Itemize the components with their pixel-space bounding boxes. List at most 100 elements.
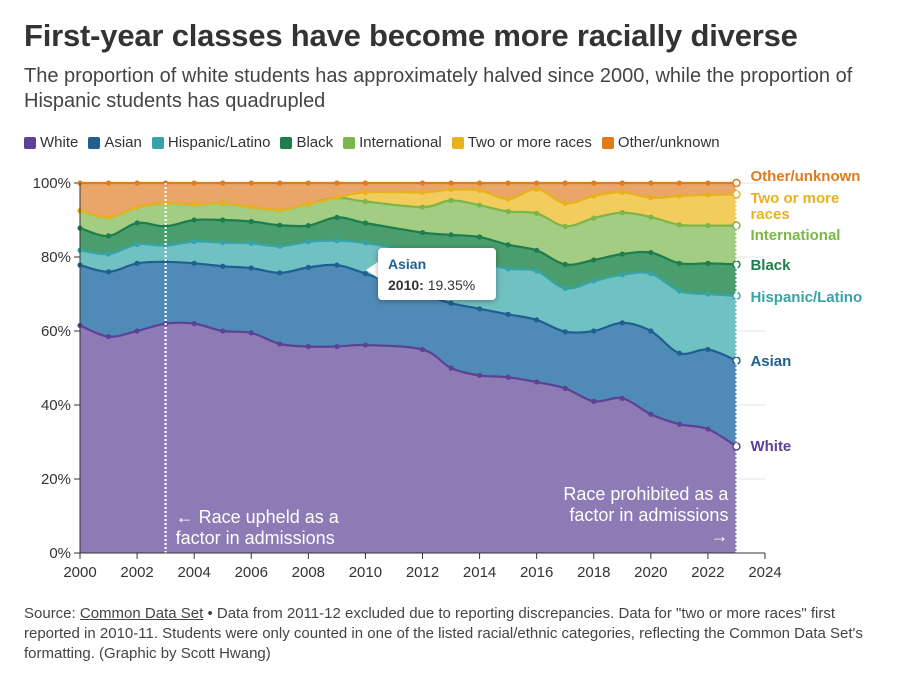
- legend-swatch: [88, 136, 101, 149]
- data-point: [362, 198, 369, 205]
- end-label: International: [750, 227, 840, 244]
- data-point: [591, 328, 597, 334]
- end-label-line: Black: [750, 257, 791, 274]
- data-point: [134, 220, 140, 226]
- data-point: [505, 208, 511, 215]
- data-point: [448, 365, 454, 371]
- chart-subtitle: The proportion of white students has app…: [24, 65, 853, 112]
- data-point: [676, 350, 682, 356]
- data-point: [534, 317, 540, 323]
- end-label: Hispanic/Latino: [750, 289, 862, 306]
- data-point: [105, 269, 112, 275]
- data-point: [476, 202, 483, 208]
- area-two-or-more-races: [80, 189, 737, 227]
- data-point: [191, 180, 197, 186]
- data-point: [476, 306, 483, 312]
- data-point: [591, 257, 597, 263]
- data-point: [648, 249, 654, 256]
- data-point: [562, 329, 568, 335]
- data-point: [562, 385, 568, 391]
- data-point: [619, 320, 625, 326]
- data-point: [191, 238, 197, 245]
- data-point: [220, 239, 226, 246]
- data-point: [534, 186, 540, 192]
- data-point: [362, 189, 369, 195]
- annotation-line: Race prohibited as a: [563, 484, 729, 504]
- stacked-area-chart[interactable]: 0% 20% 40% 60% 80% 100% 2000 2002 2004 2006 2008 20…: [0, 160, 915, 590]
- data-point: [705, 291, 711, 297]
- legend-item[interactable]: Hispanic/Latino: [151, 134, 271, 151]
- annotation-line: ← Race upheld as a: [176, 507, 340, 527]
- data-point: [305, 264, 311, 270]
- data-point: [534, 180, 540, 186]
- data-point: [277, 270, 283, 276]
- data-point: [448, 180, 454, 186]
- annotation-left: ← Race upheld as a factor in admissions: [176, 507, 340, 548]
- area-white: [80, 322, 737, 553]
- legend-item[interactable]: International: [343, 134, 442, 151]
- end-label-line: Hispanic/Latino: [750, 289, 862, 306]
- data-point: [619, 395, 625, 401]
- data-point: [419, 204, 426, 210]
- data-point: [732, 221, 741, 230]
- data-point: [191, 201, 197, 208]
- x-tick-label: 2000: [63, 564, 96, 581]
- data-point: [534, 247, 540, 253]
- legend-item[interactable]: Two or more races: [451, 134, 592, 151]
- legend-item[interactable]: Black: [280, 134, 333, 151]
- data-point: [334, 262, 340, 268]
- data-point: [676, 260, 682, 266]
- data-point: [220, 180, 226, 186]
- data-point: [163, 223, 169, 229]
- y-tick-label: 20%: [41, 471, 71, 488]
- legend: White Asian Hispanic/Latino Black Internatio…: [24, 134, 720, 151]
- area-asian: [80, 261, 737, 447]
- data-point: [648, 214, 654, 220]
- data-point: [705, 180, 711, 186]
- data-point: [134, 241, 140, 248]
- legend-item[interactable]: Other/unknown: [601, 134, 720, 151]
- data-point: [334, 180, 340, 186]
- data-point: [191, 217, 197, 223]
- data-point: [220, 200, 226, 206]
- data-point: [448, 197, 454, 203]
- tooltip-year: 2010:: [388, 277, 424, 293]
- data-point: [505, 196, 511, 202]
- chart-title: First-year classes have become more raci…: [24, 18, 798, 53]
- end-label-line: Two or more: [750, 190, 839, 207]
- data-point: [448, 232, 454, 238]
- data-point: [362, 240, 369, 246]
- legend-item[interactable]: Asian: [88, 134, 142, 151]
- legend-item[interactable]: White: [24, 134, 78, 151]
- data-point: [476, 372, 483, 378]
- data-point: [105, 333, 112, 340]
- data-point: [305, 222, 311, 229]
- data-point: [505, 242, 511, 248]
- data-point: [134, 180, 140, 186]
- legend-swatch: [280, 136, 293, 149]
- x-tick-label: 2012: [406, 564, 439, 581]
- data-point: [419, 346, 426, 353]
- area-other-unknown: [80, 183, 737, 218]
- data-point: [220, 263, 226, 269]
- legend-label: Two or more races: [467, 134, 592, 151]
- end-label-line: Asian: [750, 353, 791, 370]
- data-point: [505, 266, 511, 272]
- x-tick-label: 2006: [235, 564, 268, 581]
- data-point: [277, 341, 283, 347]
- data-point: [163, 259, 169, 265]
- data-point: [448, 300, 454, 306]
- area-black: [80, 217, 737, 296]
- x-tick-label: 2002: [120, 564, 153, 581]
- data-point: [419, 229, 426, 236]
- area-international: [80, 197, 737, 265]
- legend-label: Hispanic/Latino: [167, 134, 271, 151]
- annotation-right: Race prohibited as a factor in admissions…: [563, 484, 729, 546]
- x-tick-label: 2022: [691, 564, 724, 581]
- x-tick-label: 2016: [520, 564, 553, 581]
- source-link[interactable]: Common Data Set: [79, 605, 204, 622]
- legend-label: White: [40, 134, 79, 151]
- legend-swatch: [601, 136, 614, 149]
- tooltip-value: 19.35%: [427, 277, 476, 293]
- data-point: [248, 330, 254, 336]
